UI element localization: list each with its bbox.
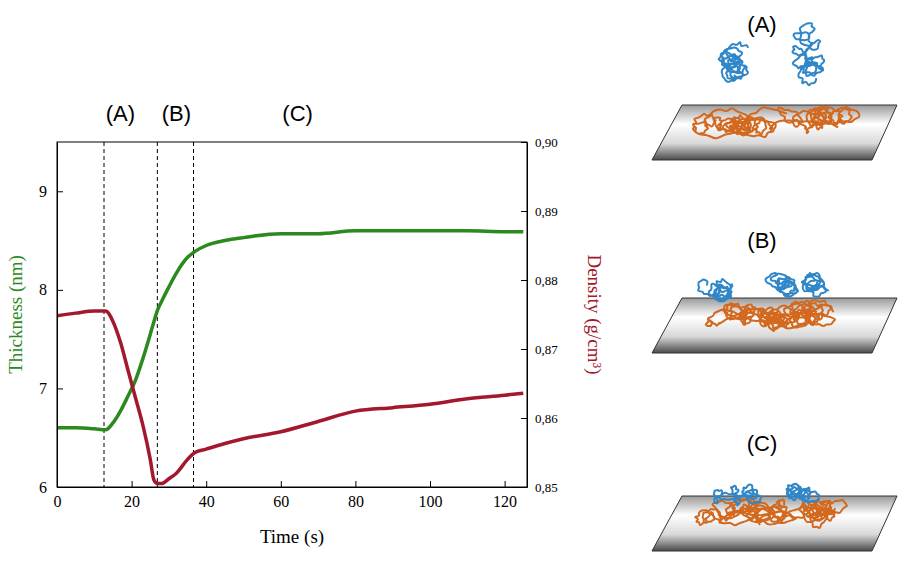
tick-mark [57,290,63,291]
tick-mark [206,481,207,487]
tick: 0,87 [521,342,558,357]
y-axis-title: Thickness (nm) [5,255,27,374]
tick: 0,85 [521,480,558,495]
panel-label: (B) [747,228,776,253]
tick-mark [521,211,527,212]
tick-label: 40 [199,493,215,510]
tick-mark [521,487,527,488]
tick: 40 [199,481,215,510]
tick: 100 [419,481,443,510]
data-line [57,311,523,484]
polymer-coil [786,484,819,503]
phase-boundary [104,142,105,487]
tick-mark [521,349,527,350]
polymer-coil [719,42,748,82]
tick: 0,89 [521,204,558,219]
tick-mark [281,481,282,487]
phase-label: (B) [162,101,191,126]
tick-label: 0,90 [535,135,558,150]
substrate [652,105,897,160]
tick: 6 [39,479,63,496]
tick: 9 [39,183,63,200]
tick-label: 0,88 [535,273,558,288]
tick-label: 0,87 [535,342,558,357]
plot-marks [57,142,523,487]
tick-mark [505,481,506,487]
tick: 120 [493,481,517,510]
polymer-coil [714,117,839,134]
schematic-panel: (C) [652,431,897,551]
tick: 0,90 [521,135,558,150]
tick-label: 7 [39,380,47,397]
tick: 20 [124,481,140,510]
plot-frame [57,142,527,487]
polymer-coil [714,485,761,506]
phase-boundary [193,142,194,487]
tick-mark [132,481,133,487]
tick-label: 0,85 [535,480,558,495]
tick: 7 [39,380,63,397]
schematic-panel: (B) [652,228,897,353]
tick-mark [521,142,527,143]
tick-label: 8 [39,281,47,298]
phase-label: (C) [282,101,313,126]
tick-label: 20 [124,493,140,510]
polymer-coil [802,273,829,297]
x-axis-title: Time (s) [260,526,324,548]
panel-label: (A) [747,12,776,37]
tick-mark [57,487,63,488]
polymer-coil [708,310,835,331]
axis: 0,85 0,86 0,87 0,88 0,89 0,90 [521,135,558,495]
schematic-panel: (A) [652,12,897,160]
axis: 6 7 8 9 [39,143,63,496]
substrate [652,298,897,353]
tick-label: 60 [273,493,289,510]
tick-label: 0,86 [535,411,558,426]
panel-label: (C) [747,431,778,456]
polymer-coil [695,507,821,526]
figure: 02040608010012067890,850,860,870,880,890… [0,0,901,562]
tick: 60 [273,481,289,510]
tick-mark [57,388,63,389]
y2-axis-title: Density (g/cm³) [583,254,605,374]
polymer-coil [765,273,798,297]
axis-line [527,143,528,488]
substrate [652,496,897,551]
tick-label: 120 [493,493,517,510]
tick-mark [430,481,431,487]
tick-mark [521,280,527,281]
tick: 0,86 [521,411,558,426]
tick-label: 80 [348,493,364,510]
tick: 8 [39,281,63,298]
tick: 0,88 [521,273,558,288]
tick-label: 9 [39,183,47,200]
polymer-coil [778,107,859,130]
axis-line [57,143,58,488]
axis-line [58,487,528,488]
polymer-coil [792,23,824,85]
tick-mark [355,481,356,487]
axis: 0 20 40 60 80 100 120 [54,481,528,510]
tick-label: 0 [54,493,62,510]
tick: 80 [348,481,364,510]
phase-label: (A) [106,101,135,126]
tick-label: 6 [39,479,47,496]
tick-mark [57,191,63,192]
tick-label: 100 [419,493,443,510]
tick-mark [521,418,527,419]
polymer-coil [698,279,732,301]
tick-label: 0,89 [535,204,558,219]
